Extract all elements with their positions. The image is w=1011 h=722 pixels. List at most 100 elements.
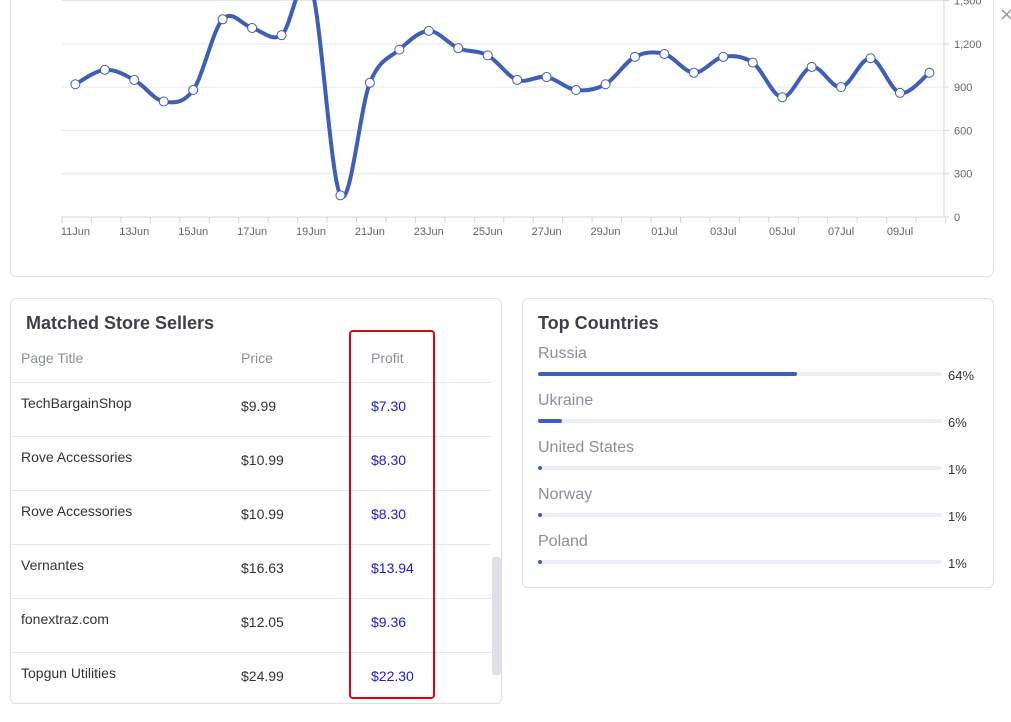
data-point (895, 87, 905, 98)
row-divider (11, 382, 491, 383)
y-axis-tick-label: 300 (954, 169, 972, 181)
sales-line-chart: 0 300 600 900 1,200 1,500 11Jun 13Jun 15Jun 17Jun… (61, 0, 982, 238)
data-point (836, 82, 847, 93)
data-point (629, 51, 640, 62)
seller-price: $9.99 (241, 398, 277, 414)
country-bar-fill (538, 513, 543, 517)
x-axis-tick-label: 01Jul (651, 226, 677, 238)
data-point (541, 72, 552, 83)
row-divider (11, 544, 491, 545)
y-axis-tick-label: 1,200 (954, 39, 982, 51)
country-bar-fill (538, 419, 563, 423)
country-percent: 1% (948, 462, 967, 477)
x-axis-tick-label: 25Jun (473, 226, 503, 238)
seller-profit: $8.30 (371, 506, 407, 522)
country-bar-track (538, 419, 942, 423)
data-point (247, 22, 258, 33)
data-point (688, 67, 699, 78)
sales-chart-card: 0 300 600 900 1,200 1,500 11Jun 13Jun 15Jun 17Jun… (10, 0, 994, 277)
data-point (276, 30, 287, 41)
y-axis-tick-label: 0 (954, 212, 960, 224)
x-axis-tick-label: 07Jul (828, 226, 854, 238)
seller-page-title: TechBargainShop (21, 395, 132, 411)
y-axis-tick-label: 1,500 (954, 0, 982, 8)
data-point (70, 79, 81, 90)
data-point (777, 92, 788, 103)
table-row[interactable]: Rove Accessories $10.99 $8.30 (11, 490, 493, 544)
y-axis-tick-label: 600 (954, 125, 972, 137)
data-point (158, 96, 169, 107)
country-bar-fill (538, 466, 543, 470)
table-row[interactable]: TechBargainShop $9.99 $7.30 (11, 382, 493, 436)
seller-profit: $8.30 (371, 452, 407, 468)
x-axis-tick-label: 05Jul (769, 226, 795, 238)
data-point (806, 61, 817, 72)
data-point (99, 64, 110, 75)
column-header-page-title[interactable]: Page Title (21, 350, 84, 366)
x-axis-tick-label: 21Jun (355, 226, 385, 238)
data-point (423, 25, 434, 36)
country-name: Poland (538, 533, 588, 550)
country-name: Russia (538, 345, 587, 362)
seller-page-title: Rove Accessories (21, 449, 133, 465)
x-axis-tick-label: 19Jun (296, 226, 326, 238)
table-scrollbar[interactable] (492, 557, 501, 675)
country-percent: 1% (948, 509, 967, 524)
data-point (129, 74, 140, 85)
data-point (188, 85, 199, 96)
matched-store-sellers-card: Matched Store Sellers Page Title Price P… (10, 298, 502, 704)
table-row[interactable]: Rove Accessories $10.99 $8.30 (11, 436, 493, 490)
data-point (747, 57, 758, 68)
country-name: Ukraine (538, 392, 594, 409)
data-point (394, 44, 405, 55)
data-point (364, 77, 375, 88)
x-axis-tick-label: 11Jun (61, 226, 90, 238)
row-divider (11, 436, 491, 437)
seller-price: $10.99 (241, 506, 284, 522)
seller-profit: $9.36 (371, 614, 407, 630)
row-divider (11, 652, 491, 653)
x-axis-tick-label: 03Jul (710, 226, 736, 238)
data-point (482, 50, 493, 61)
x-axis-tick-label: 13Jun (119, 226, 149, 238)
seller-page-title: Rove Accessories (21, 503, 133, 519)
seller-profit: $13.94 (371, 560, 414, 576)
country-percent: 64% (948, 368, 975, 383)
country-bar-fill (538, 372, 797, 376)
close-icon[interactable]: × (999, 4, 1011, 25)
table-row[interactable]: Vernantes $16.63 $13.94 (11, 544, 493, 598)
x-axis-tick-label: 23Jun (414, 226, 444, 238)
data-point (865, 53, 876, 64)
column-header-price[interactable]: Price (241, 350, 273, 366)
country-bar-fill (538, 560, 543, 564)
data-point (659, 48, 670, 59)
seller-page-title: fonextraz.com (21, 611, 109, 627)
table-row[interactable]: fonextraz.com $12.05 $9.36 (11, 598, 493, 652)
country-percent: 6% (948, 415, 967, 430)
x-axis-tick-label: 27Jun (532, 226, 562, 238)
data-point (600, 79, 611, 90)
data-point (924, 67, 935, 78)
sellers-title: Matched Store Sellers (26, 313, 215, 333)
seller-price: $12.05 (241, 614, 284, 630)
column-header-profit[interactable]: Profit (371, 350, 404, 366)
series-line (73, 0, 932, 200)
seller-profit: $22.30 (371, 668, 414, 684)
data-point (453, 43, 464, 54)
x-axis-tick-label: 17Jun (237, 226, 267, 238)
row-divider (11, 490, 491, 491)
x-axis-tick-label: 15Jun (178, 226, 208, 238)
row-divider (11, 598, 491, 599)
seller-page-title: Topgun Utilities (21, 665, 116, 681)
seller-price: $24.99 (241, 668, 284, 684)
countries-title: Top Countries (538, 313, 659, 333)
country-bar-track (538, 372, 942, 376)
table-row[interactable]: Topgun Utilities $24.99 $22.30 (11, 652, 493, 703)
country-bar-track (538, 466, 942, 470)
data-point (571, 85, 582, 96)
country-percent: 1% (948, 556, 967, 571)
y-axis-tick-label: 900 (954, 82, 972, 94)
country-name: Norway (538, 486, 593, 503)
seller-profit: $7.30 (371, 398, 407, 414)
data-point (335, 190, 346, 201)
